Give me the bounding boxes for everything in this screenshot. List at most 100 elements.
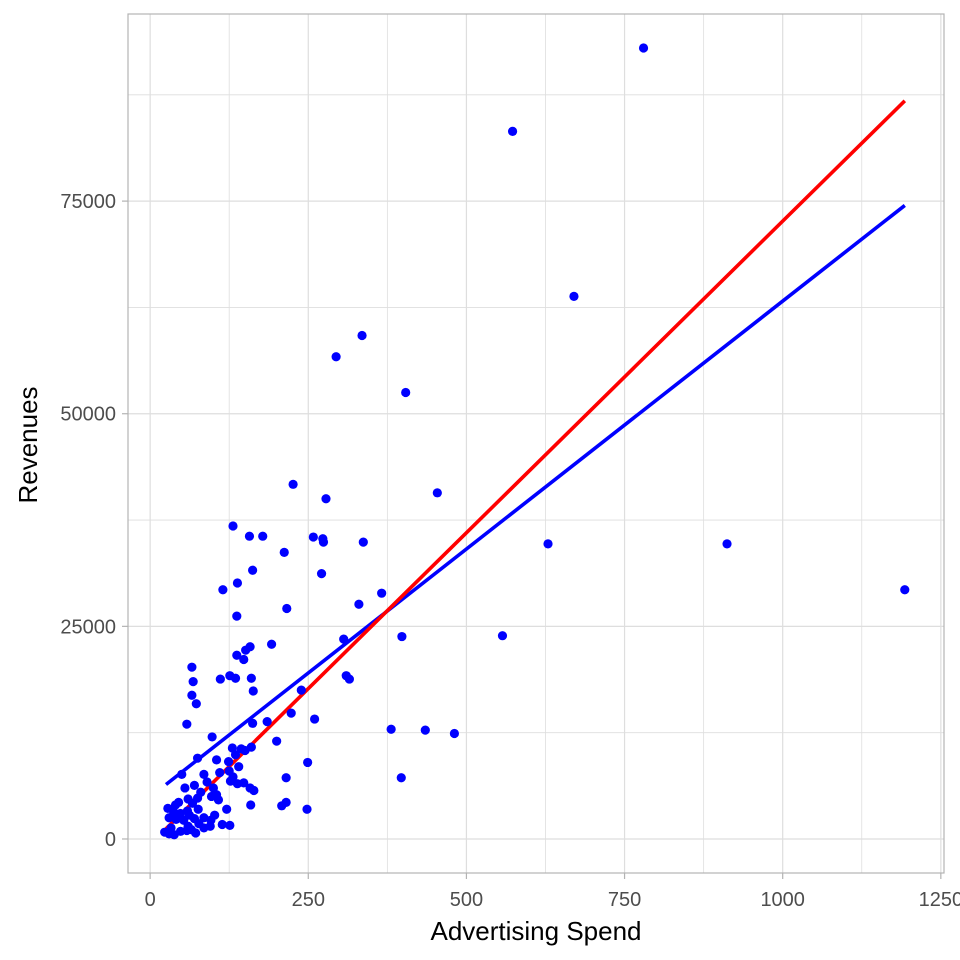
data-point (277, 801, 287, 811)
data-point (354, 599, 364, 609)
data-point (358, 537, 368, 547)
data-point (248, 686, 258, 696)
data-point (205, 821, 215, 831)
data-point (310, 714, 320, 724)
data-point (241, 645, 251, 655)
data-point (357, 330, 367, 341)
data-point (318, 537, 329, 547)
data-point (188, 677, 198, 687)
data-point (288, 479, 298, 489)
data-point (396, 773, 406, 783)
data-point (377, 588, 387, 598)
data-point (339, 634, 349, 644)
data-point (187, 798, 198, 808)
data-point (240, 745, 250, 756)
data-point (191, 699, 201, 709)
data-point (177, 769, 187, 779)
y-tick-label: 25000 (60, 616, 116, 638)
data-point (171, 814, 181, 825)
data-point (497, 631, 508, 641)
data-point (386, 724, 396, 734)
x-tick-label: 0 (145, 889, 156, 911)
x-axis-title: Advertising Spend (430, 916, 641, 946)
data-point (266, 639, 277, 649)
data-point (638, 43, 649, 53)
data-point (244, 531, 255, 541)
data-point (344, 674, 354, 684)
data-point (321, 494, 331, 504)
data-point (182, 825, 192, 836)
y-tick-label: 50000 (60, 404, 116, 426)
data-point (230, 750, 241, 760)
data-point (232, 578, 243, 588)
data-point (420, 725, 430, 735)
data-point (296, 685, 306, 695)
data-point (279, 547, 289, 557)
x-tick-label: 250 (292, 889, 325, 911)
data-point (248, 718, 258, 728)
data-point (187, 662, 197, 672)
x-tick-label: 1250 (919, 889, 960, 911)
data-point (569, 291, 579, 301)
data-point (900, 585, 910, 595)
data-point (507, 126, 518, 136)
data-point (316, 569, 327, 579)
x-tick-label: 500 (450, 889, 483, 911)
x-axis-ticks: 0 250 500 750 1000 1250 (145, 873, 960, 911)
data-point (213, 795, 224, 805)
data-point (308, 532, 318, 542)
y-tick-label: 0 (105, 829, 116, 851)
data-point (207, 732, 217, 742)
data-point (234, 762, 244, 772)
data-point (397, 631, 407, 642)
data-point (449, 728, 459, 739)
data-points (160, 43, 910, 840)
data-point (302, 804, 312, 814)
data-point (249, 785, 259, 796)
data-point (223, 756, 234, 767)
data-point (187, 690, 197, 700)
data-point (401, 387, 411, 398)
red-fit-line (164, 99, 907, 831)
data-point (239, 654, 249, 665)
data-point (222, 804, 232, 814)
major-gridlines (128, 14, 944, 873)
data-point (191, 828, 201, 838)
data-point (232, 650, 242, 660)
data-point (232, 779, 243, 789)
data-point (211, 755, 222, 765)
data-point (164, 813, 174, 823)
data-point (432, 488, 442, 498)
data-point (272, 736, 282, 746)
panel-border (127, 13, 945, 874)
data-point (182, 719, 192, 729)
data-point (217, 819, 227, 830)
data-point (722, 539, 732, 549)
data-point (192, 753, 203, 763)
data-point (228, 521, 238, 531)
data-point (258, 531, 268, 541)
data-point (282, 603, 292, 614)
data-point (215, 674, 225, 684)
x-tick-label: 750 (608, 889, 641, 911)
data-point (286, 708, 296, 718)
data-point (262, 717, 272, 727)
fit-lines (164, 99, 907, 831)
y-axis-title: Revenues (13, 386, 43, 503)
data-point (199, 769, 209, 779)
data-point (246, 800, 256, 810)
data-point (193, 804, 203, 814)
data-point (281, 773, 291, 783)
data-point (303, 757, 313, 768)
data-point (202, 777, 212, 787)
data-point (331, 352, 341, 362)
data-point (543, 539, 553, 549)
data-point (218, 585, 228, 595)
data-point (246, 673, 256, 683)
data-point (225, 820, 235, 830)
x-tick-label: 1000 (760, 889, 805, 911)
data-point (230, 673, 241, 683)
data-point (248, 565, 258, 575)
